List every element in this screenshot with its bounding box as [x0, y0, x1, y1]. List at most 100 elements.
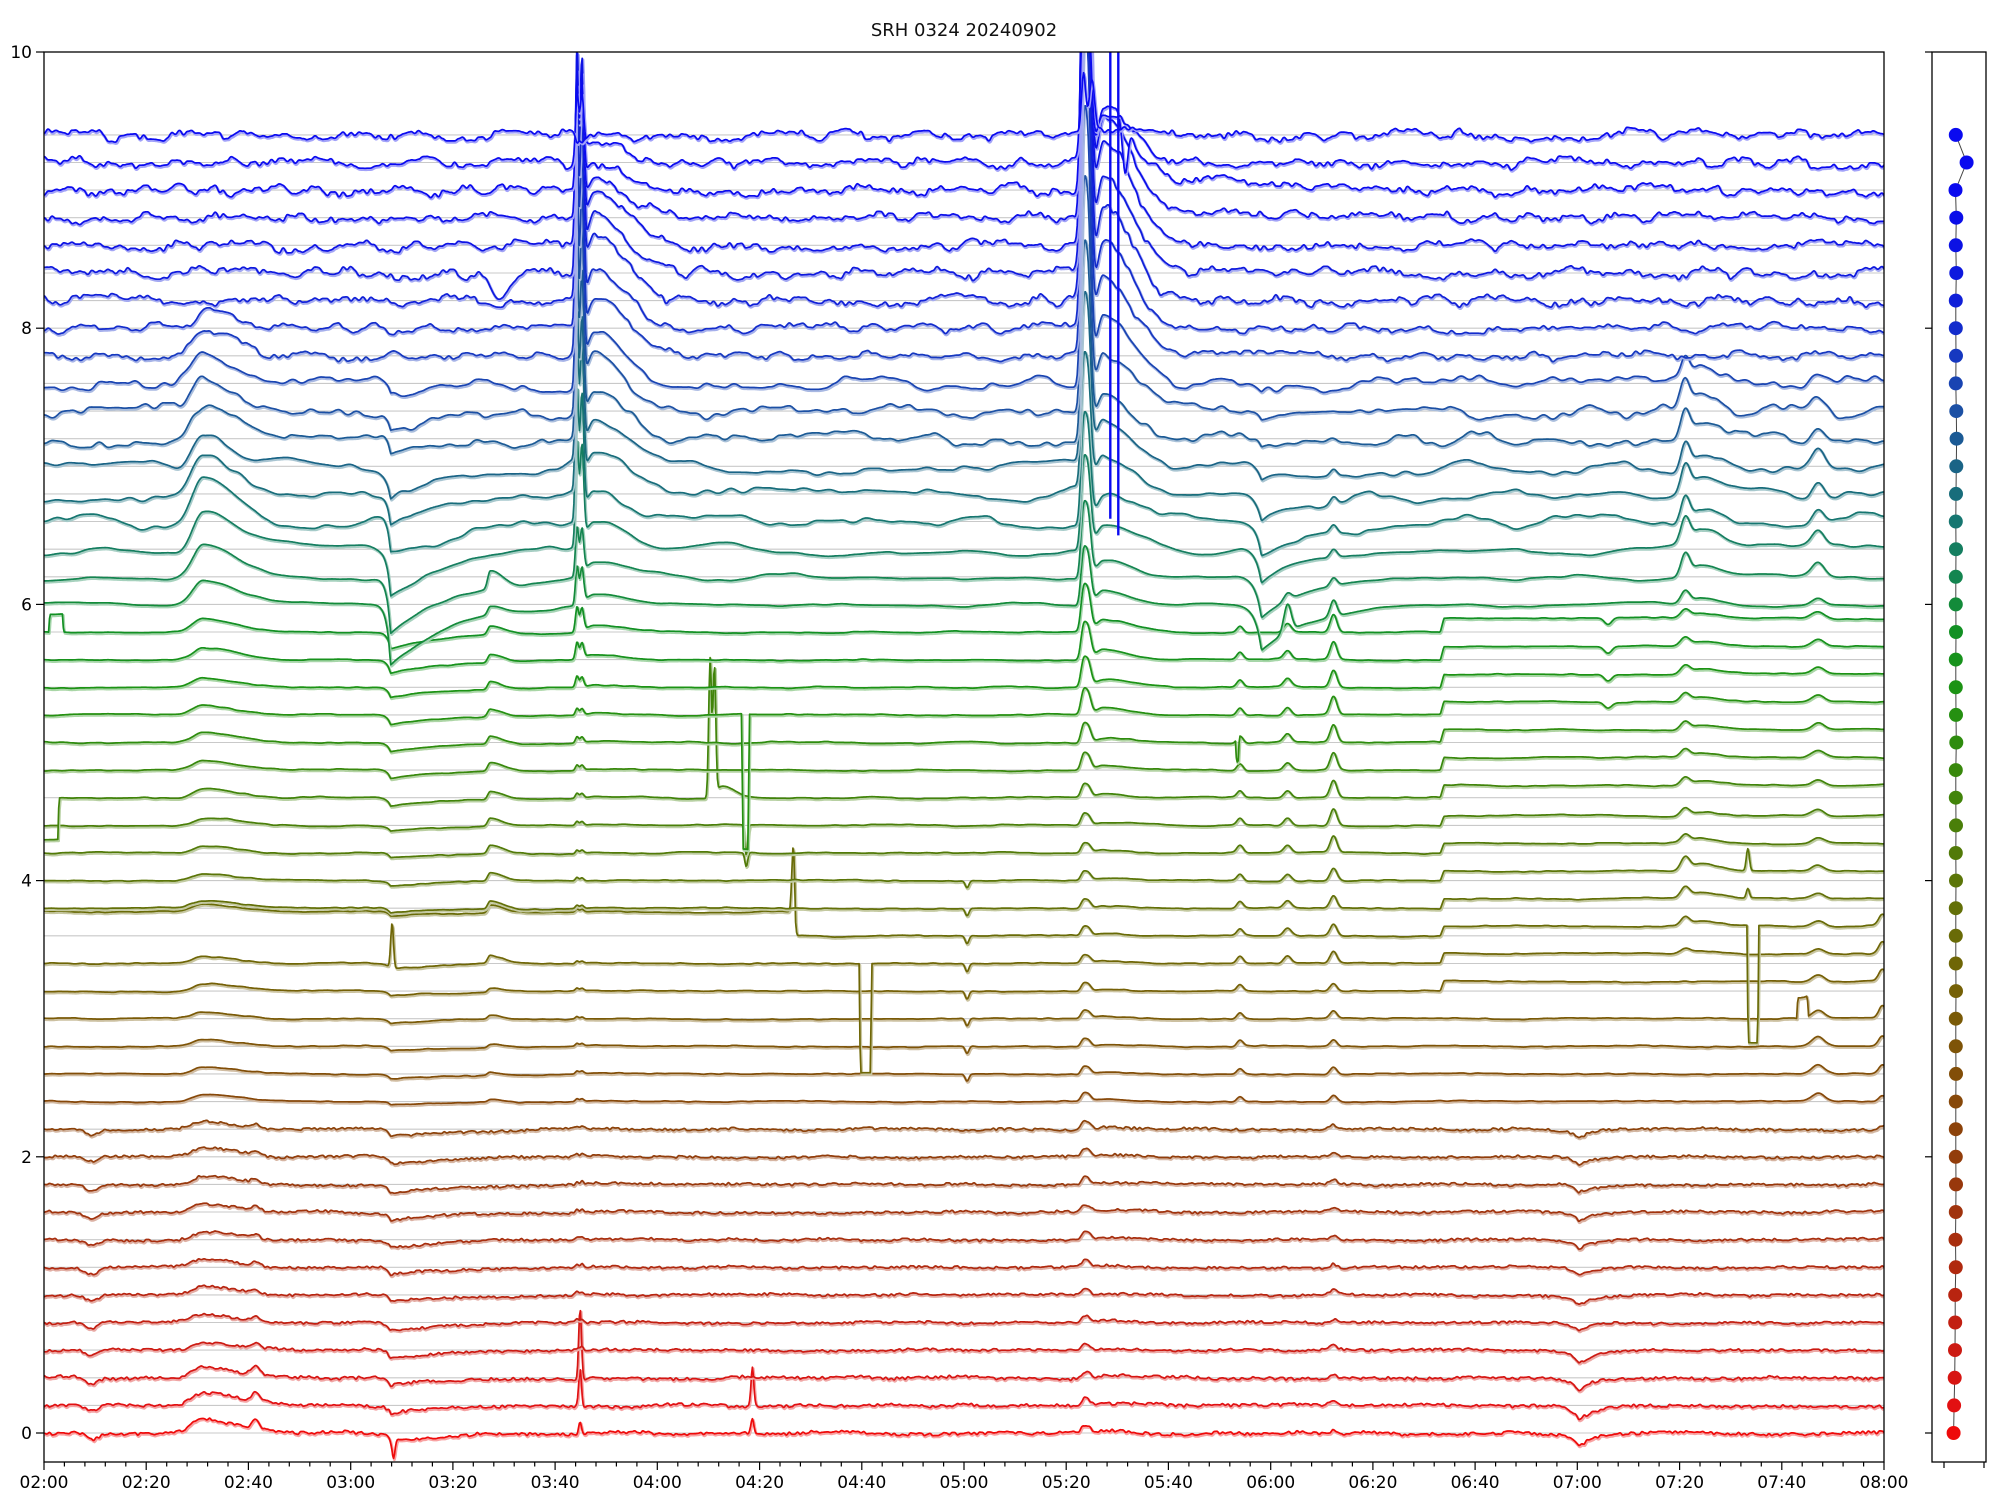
- y-tick-label: 0: [21, 1424, 32, 1444]
- trace-path: [44, 747, 1884, 780]
- frequency-dot: [1948, 1149, 1963, 1164]
- trace-path: [44, 1091, 1884, 1106]
- frequency-dot: [1948, 956, 1963, 971]
- frequency-dot: [1949, 984, 1963, 999]
- frequency-dot: [1948, 514, 1963, 529]
- trace-path: [44, 52, 1884, 301]
- x-axis: [43, 1462, 1885, 1470]
- trace-shadow: [44, 52, 1884, 311]
- trace-path: [44, 1341, 1884, 1364]
- trace-path: [44, 499, 1884, 635]
- x-tick-label: 06:20: [1348, 1473, 1397, 1493]
- trace-shadow: [44, 1342, 1884, 1366]
- trace-shadow: [44, 52, 1884, 256]
- trace-shadow: [44, 748, 1884, 782]
- x-tick-labels: 02:00 02:20 02:40 03:00 03:20 03:40 04:00 04:20…: [20, 1473, 1909, 1493]
- x-tick-label: 05:20: [1042, 1473, 1091, 1493]
- trace-path: [44, 1119, 1884, 1139]
- frequency-dot: [1948, 1315, 1963, 1330]
- trace-shadow: [44, 621, 1884, 676]
- trace-path: [44, 387, 1884, 557]
- side-panel-dots: [1946, 127, 1974, 1440]
- trace-shadow: [44, 388, 1884, 559]
- y-tick-label: 2: [21, 1148, 32, 1168]
- trace-path: [44, 968, 1884, 1000]
- frequency-dot: [1948, 790, 1963, 805]
- trace-path: [44, 833, 1884, 868]
- trace-path: [44, 1230, 1884, 1250]
- trace-path: [44, 806, 1884, 856]
- trace-shadow: [44, 1418, 1884, 1462]
- trace-path: [44, 105, 1884, 398]
- trace-path: [44, 1202, 1884, 1223]
- frequency-dot: [1949, 266, 1964, 280]
- plot-title: SRH 0324 20240902: [870, 20, 1058, 41]
- frequency-dot: [1949, 431, 1964, 446]
- frequency-dot: [1948, 569, 1963, 584]
- trace-path: [44, 923, 1884, 1074]
- frequency-dot: [1948, 1122, 1963, 1137]
- trace-shadow: [44, 52, 1884, 228]
- frequency-dot: [1948, 376, 1963, 391]
- trace-shadow: [44, 440, 1884, 599]
- frequency-dot: [1949, 542, 1963, 557]
- trace-path: [44, 687, 1884, 851]
- frequency-dot: [1948, 1011, 1963, 1026]
- trace-shadow: [44, 52, 1884, 338]
- trace-shadow: [44, 656, 1884, 701]
- frequency-dot: [1949, 459, 1964, 474]
- x-tick-label: 03:20: [428, 1473, 477, 1493]
- x-tick-label: 04:00: [633, 1473, 682, 1493]
- x-tick-label: 05:40: [1144, 1473, 1193, 1493]
- frequency-dot: [1946, 1426, 1961, 1440]
- side-panel-box: [1931, 51, 1987, 1463]
- x-tick-label: 02:40: [224, 1473, 273, 1493]
- trace-path: [44, 52, 1884, 336]
- x-tick-label: 05:00: [940, 1473, 989, 1493]
- trace-shadow: [44, 1230, 1884, 1252]
- frequency-dot: [1947, 1398, 1962, 1413]
- trace-path: [44, 52, 1884, 171]
- trace-path: [44, 239, 1884, 455]
- frequency-dot: [1948, 1205, 1963, 1219]
- trace-path: [44, 545, 1884, 666]
- trace-shadow: [44, 52, 1884, 201]
- trace-path: [44, 52, 1884, 363]
- frequency-dot: [1948, 183, 1963, 198]
- trace-shadow: [44, 72, 1884, 146]
- x-tick-label: 04:40: [837, 1473, 886, 1493]
- y-tick-labels: 0 2 4 6 8 10: [10, 43, 32, 1444]
- frequency-dot: [1948, 127, 1963, 142]
- frequency-dot: [1948, 1094, 1963, 1109]
- trace-shadow: [44, 720, 1884, 765]
- trace-shadow: [44, 545, 1884, 668]
- frequency-dot: [1948, 680, 1963, 695]
- frequency-dot: [1948, 652, 1963, 667]
- frequency-dot: [1949, 210, 1964, 225]
- trace-path: [44, 995, 1884, 1027]
- x-tick-label: 06:00: [1246, 1473, 1295, 1493]
- frequency-dot: [1949, 818, 1963, 833]
- trace-path: [44, 1174, 1884, 1195]
- trace-path: [44, 1257, 1884, 1277]
- x-tick-label: 08:00: [1860, 1473, 1909, 1493]
- trace-path: [44, 175, 1884, 432]
- trace-path: [44, 847, 1884, 889]
- trace-shadow: [44, 687, 1884, 853]
- trace-path: [44, 1366, 1884, 1421]
- trace-shadow: [44, 833, 1884, 869]
- frequency-dot: [1948, 1343, 1962, 1358]
- y-tick-label: 8: [21, 319, 32, 339]
- y-tick-label: 6: [21, 595, 32, 615]
- traces: [44, 52, 1884, 1462]
- x-tick-label: 02:20: [122, 1473, 171, 1493]
- trace-shadow: [44, 335, 1884, 528]
- trace-shadow: [44, 291, 1884, 502]
- frequency-dot: [1948, 1232, 1963, 1247]
- frequency-dot: [1949, 1177, 1963, 1192]
- frequency-dot: [1949, 486, 1963, 501]
- y-tick-label: 10: [10, 43, 32, 63]
- trace-path: [44, 1146, 1884, 1166]
- trace-shadow: [44, 52, 1884, 302]
- x-tick-label: 03:00: [326, 1473, 375, 1493]
